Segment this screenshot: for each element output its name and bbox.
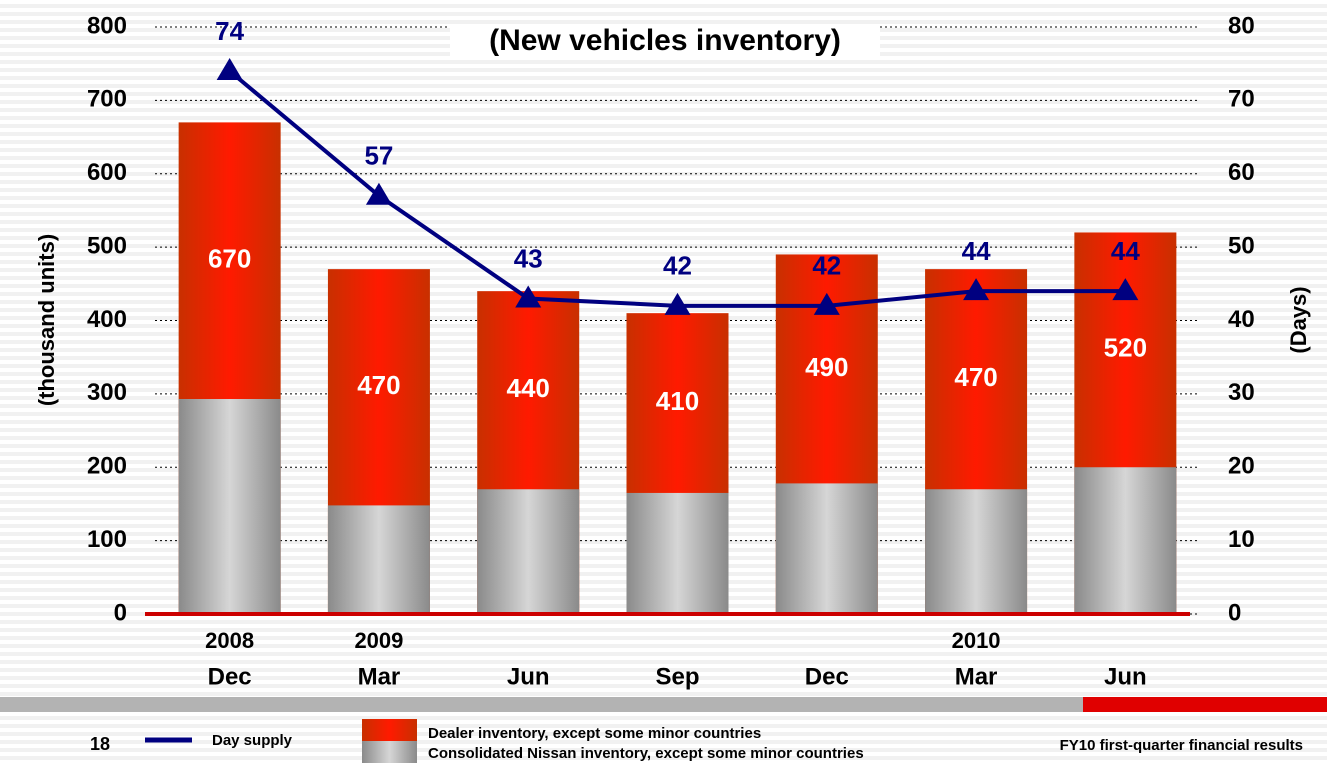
y2-tick-label: 30	[1228, 379, 1255, 406]
bar-value-label: 520	[1104, 333, 1147, 363]
x-tick-label: Sep	[655, 663, 699, 690]
y-tick-label: 100	[87, 526, 127, 553]
x-tick-label: Mar	[358, 663, 401, 690]
legend-swatch	[362, 741, 417, 763]
y2-tick-label: 20	[1228, 453, 1255, 480]
line-value-label: 44	[1111, 236, 1140, 266]
bar	[626, 492, 729, 614]
line-marker	[216, 58, 243, 81]
y-tick-label: 800	[87, 12, 127, 39]
line-value-label: 57	[364, 141, 393, 171]
footer-band	[0, 697, 1327, 712]
bar-value-label: 470	[357, 370, 400, 400]
line-value-label: 42	[663, 251, 692, 281]
line-marker	[1112, 278, 1139, 301]
chart-title: (New vehicles inventory)	[489, 24, 841, 57]
y2-axis-label: (Days)	[1286, 286, 1311, 353]
line-value-label: 44	[962, 236, 991, 266]
bar-value-label: 670	[208, 244, 251, 274]
page-number: 18	[90, 734, 110, 754]
y2-tick-label: 70	[1228, 86, 1255, 113]
y-tick-label: 300	[87, 379, 127, 406]
x-tick-year: 2009	[354, 628, 403, 653]
legend-label: Dealer inventory, except some minor coun…	[428, 725, 761, 742]
bar	[1074, 467, 1177, 614]
x-tick-label: Jun	[1104, 663, 1147, 690]
bar-value-label: 410	[656, 386, 699, 416]
line-marker	[963, 278, 990, 301]
y2-tick-label: 0	[1228, 599, 1241, 626]
bar	[178, 399, 281, 614]
y-tick-label: 0	[114, 599, 127, 626]
bar	[477, 489, 580, 614]
line-value-label: 74	[215, 16, 244, 46]
x-tick-label: Mar	[955, 663, 998, 690]
line-marker	[664, 292, 691, 315]
y-tick-label: 200	[87, 453, 127, 480]
x-tick-year: 2010	[952, 628, 1001, 653]
bar-value-label: 470	[954, 362, 997, 392]
legend-label: Day supply	[212, 732, 293, 749]
line-marker	[515, 285, 542, 308]
y2-tick-label: 60	[1228, 159, 1255, 186]
bar	[775, 483, 878, 614]
x-tick-label: Dec	[208, 663, 252, 690]
y2-tick-label: 80	[1228, 12, 1255, 39]
y-tick-label: 700	[87, 86, 127, 113]
footer-text: FY10 first-quarter financial results	[1060, 737, 1303, 754]
line-value-label: 43	[514, 243, 543, 273]
legend-swatch	[362, 719, 417, 741]
bar	[327, 505, 430, 614]
footer-band-accent	[1083, 697, 1327, 712]
y-tick-label: 500	[87, 232, 127, 259]
line-value-label: 42	[812, 251, 841, 281]
y-axis-label: (thousand units)	[34, 234, 59, 406]
bar-value-label: 440	[507, 373, 550, 403]
y2-tick-label: 50	[1228, 232, 1255, 259]
line-marker	[365, 182, 392, 205]
line-marker	[813, 292, 840, 315]
y-tick-label: 600	[87, 159, 127, 186]
title-bg	[450, 26, 880, 60]
y2-tick-label: 40	[1228, 306, 1255, 333]
bar	[925, 489, 1028, 614]
y-tick-label: 400	[87, 306, 127, 333]
x-tick-year: 2008	[205, 628, 254, 653]
x-tick-label: Jun	[507, 663, 550, 690]
x-tick-label: Dec	[805, 663, 849, 690]
bar-value-label: 490	[805, 352, 848, 382]
y2-tick-label: 10	[1228, 526, 1255, 553]
legend-label: Consolidated Nissan inventory, except so…	[428, 745, 864, 762]
